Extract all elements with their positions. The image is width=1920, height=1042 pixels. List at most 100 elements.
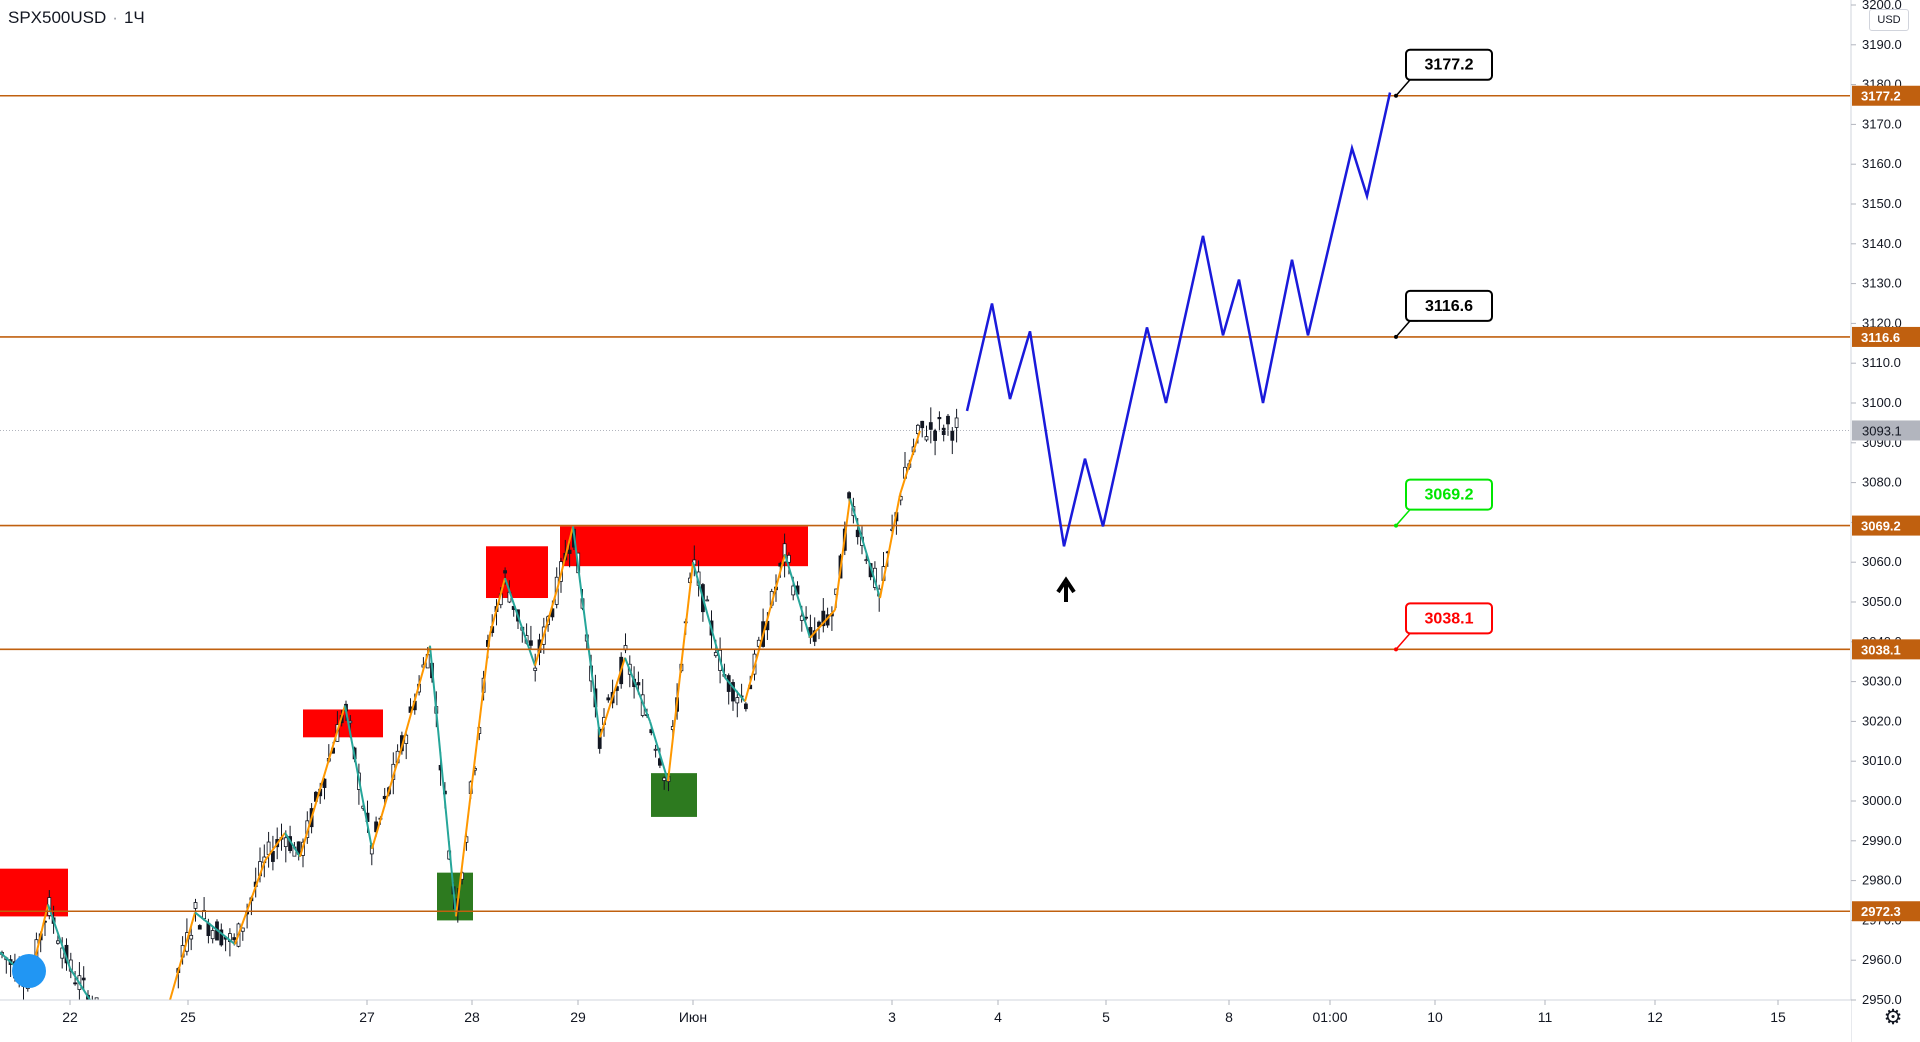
level-axis-marker [1852,901,1920,922]
wave-segment [557,526,574,587]
candle-body [636,682,641,686]
wave-segment [692,561,726,678]
candle-body [73,982,77,985]
candle-body [283,837,288,848]
wave-segment [834,498,851,611]
candle-body [946,415,950,425]
wave-segment [599,657,626,738]
level-axis-label: 3069.2 [1861,519,1901,534]
candle-body [735,697,740,704]
candle-body [348,720,353,724]
tradingview-logo-icon[interactable] [12,954,46,988]
level-callout-box [1405,602,1493,635]
level-axis-label: 3116.6 [1861,330,1900,345]
candle-body [928,422,933,430]
wave-segment [624,657,651,722]
candle-body [197,925,202,930]
current-price-marker [1852,420,1920,441]
projection-path [965,92,1392,602]
price-tick-label: 2980.0 [1862,873,1902,888]
price-tick-label: 3100.0 [1862,395,1902,410]
wave-segment [744,553,786,702]
wave-segment [667,562,694,782]
wave-segment [429,645,457,917]
candle-body [864,559,869,562]
price-tick-label: 3010.0 [1862,753,1902,768]
callout-anchor-dot [1394,523,1398,528]
price-tick-label: 3050.0 [1862,594,1902,609]
wave-segment [299,705,346,858]
candle-body [567,549,572,554]
price-tick-label: 3170.0 [1862,116,1902,131]
candle-body [821,610,826,627]
candle-body [56,940,60,944]
level-axis-label: 2972.3 [1861,904,1901,919]
candle-body [503,570,508,574]
candle-body [219,929,224,946]
candle-body [227,933,232,942]
time-tick-label: 29 [570,1009,586,1025]
level-axis-marker [1852,326,1920,347]
time-tick-label: 25 [180,1009,196,1025]
wave-segment [504,577,536,667]
level-callout-box [1405,478,1493,511]
callout-pointer [1395,508,1418,527]
symbol-title[interactable]: SPX500USD · 1Ч [8,8,145,28]
price-tick-label: 3080.0 [1862,475,1902,490]
wave-segment [534,585,559,666]
price-axis: 2950.02960.02970.02980.02990.03000.03010… [1850,0,1920,1042]
level-axis-marker [1852,515,1920,536]
wave-segment [649,721,669,782]
price-tick-label: 3160.0 [1862,156,1902,171]
currency-badge[interactable]: USD [1869,9,1909,31]
time-tick-label: 22 [62,1009,78,1025]
candle-body [847,492,851,499]
price-tick-label: 2990.0 [1862,833,1902,848]
projection-line [965,92,1392,547]
wave-segment [264,832,286,862]
candle-body [189,934,194,940]
level-callout-label: 3038.1 [1425,610,1474,627]
price-tick-label: 2960.0 [1862,952,1902,967]
candle-body [855,529,860,538]
wave-segment [489,577,506,635]
wave-segment [879,494,901,599]
candle-body [193,902,198,909]
candle-body [782,543,787,563]
wave-segment [169,912,196,1001]
wave-segment [849,498,881,599]
time-tick-label: 8 [1225,1009,1233,1025]
settings-gear-icon[interactable]: ⚙ [1883,1006,1903,1029]
callout-pointer [1395,632,1418,650]
price-tick-label: 3030.0 [1862,674,1902,689]
candle-body [533,667,538,671]
level-callout-label: 3116.6 [1425,298,1473,315]
candle-body [662,777,667,781]
candle-body [812,630,817,642]
candle-body [270,850,275,862]
wave-segment [47,904,71,969]
candle-body [933,430,937,441]
candle-body [713,652,718,657]
wave-segment [399,645,431,754]
time-tick-label: 15 [1770,1009,1786,1025]
price-zone [0,868,68,917]
time-tick-label: 01:00 [1312,1009,1347,1025]
candle-body [653,748,658,751]
price-zone [486,546,548,599]
candle-body [954,417,959,428]
candle-body [916,424,920,434]
candle-body [731,682,735,702]
candle-body [920,420,925,429]
time-axis-background [0,1000,1851,1042]
wave-lines [0,430,921,1017]
time-tick-label: 27 [359,1009,375,1025]
interval-label[interactable]: 1Ч [123,8,145,27]
wave-segment [455,633,491,917]
candle-body [937,416,942,420]
time-tick-label: 12 [1647,1009,1663,1025]
level-callout-label: 3069.2 [1425,487,1474,504]
level-callout-box [1405,48,1493,81]
candle-body [210,930,215,940]
